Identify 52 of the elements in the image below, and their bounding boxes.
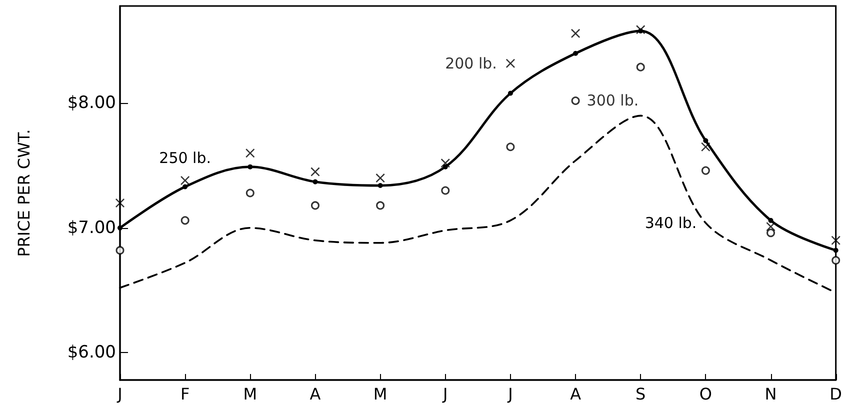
point <box>506 142 515 152</box>
point <box>182 184 188 190</box>
point <box>180 176 190 186</box>
point <box>376 201 385 210</box>
y-tick-label: $6.00 <box>67 342 116 363</box>
point <box>441 186 450 195</box>
series-label: 340 lb. <box>644 214 697 232</box>
point <box>440 158 450 168</box>
series-label: 250 lb. <box>159 148 212 167</box>
point <box>573 50 578 56</box>
series-label: 300 lb. <box>586 92 639 110</box>
point <box>701 142 710 152</box>
x-tick-label: M <box>243 384 258 404</box>
x-tick-label: D <box>830 384 842 404</box>
x-tick-label: S <box>636 384 646 404</box>
point <box>703 138 708 144</box>
point <box>118 225 122 230</box>
x-tick-label: J <box>116 384 122 404</box>
point <box>571 28 580 38</box>
x-tick-label: J <box>442 384 448 404</box>
x-tick-label: A <box>570 384 582 404</box>
point <box>180 216 190 225</box>
x-tick-label: A <box>310 384 321 404</box>
point <box>248 164 253 170</box>
point <box>378 183 383 188</box>
series-label: 200 lb. <box>445 54 497 72</box>
point <box>508 90 513 96</box>
x-tick-label: F <box>180 384 190 404</box>
x-tick-label: J <box>507 384 513 404</box>
point <box>506 58 515 68</box>
point <box>766 228 776 238</box>
point <box>116 246 124 255</box>
x-tick-label: N <box>764 384 777 404</box>
point <box>833 248 838 253</box>
point <box>571 96 580 105</box>
point <box>831 236 840 245</box>
y-tick-label: $7.00 <box>67 218 116 238</box>
y-tick-label: $8.00 <box>67 93 116 114</box>
point <box>246 188 254 198</box>
x-tick-label: O <box>699 384 712 404</box>
point <box>310 201 320 210</box>
point <box>636 25 646 34</box>
point <box>376 174 385 183</box>
point <box>832 256 840 265</box>
point <box>246 148 255 158</box>
point <box>701 166 710 175</box>
y-axis-title: PRICE PER CWT. <box>14 129 34 257</box>
point <box>768 218 774 223</box>
point <box>312 179 318 184</box>
point <box>636 62 645 72</box>
point <box>766 222 776 232</box>
x-tick-label: M <box>373 384 388 404</box>
